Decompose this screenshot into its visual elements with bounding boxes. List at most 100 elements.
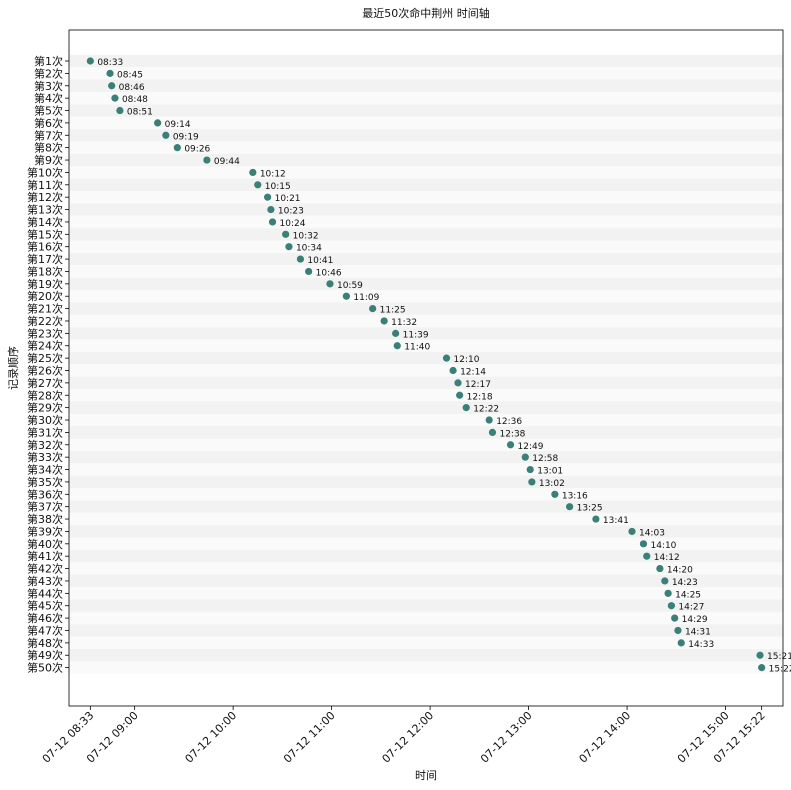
y-tick-label: 第38次 — [27, 512, 63, 526]
row-band — [69, 587, 783, 600]
row-band — [69, 54, 783, 68]
y-tick-label: 第1次 — [34, 54, 63, 68]
data-label: 14:23 — [672, 578, 698, 588]
data-point — [643, 552, 651, 560]
row-band — [69, 537, 783, 551]
row-bands — [69, 54, 783, 674]
data-label: 12:58 — [532, 454, 558, 464]
data-label: 10:12 — [260, 169, 286, 179]
row-band — [69, 413, 783, 427]
y-tick-label: 第27次 — [27, 376, 63, 390]
data-point — [456, 391, 464, 399]
data-point — [551, 490, 559, 498]
y-tick-label: 第42次 — [27, 562, 63, 576]
row-band — [69, 550, 783, 563]
chart-title: 最近50次命中荆州 时间轴 — [362, 6, 490, 20]
row-band — [69, 302, 783, 315]
y-tick-label: 第4次 — [34, 91, 63, 105]
y-tick-label: 第46次 — [27, 611, 63, 625]
data-label: 12:22 — [473, 405, 499, 415]
y-tick-label: 第21次 — [27, 302, 63, 316]
y-tick-label: 第25次 — [27, 351, 63, 365]
row-band — [69, 91, 783, 105]
data-point — [592, 515, 600, 523]
y-tick-label: 第17次 — [27, 252, 63, 266]
data-label: 10:23 — [278, 207, 304, 217]
data-label: 12:18 — [467, 392, 493, 402]
row-band — [69, 129, 783, 142]
x-axis-label: 时间 — [415, 769, 437, 782]
data-label: 12:17 — [465, 380, 491, 390]
data-point — [506, 441, 515, 449]
data-point — [393, 342, 401, 350]
row-band — [69, 401, 783, 414]
data-point — [656, 564, 664, 573]
y-axis-ticks: 第1次第2次第3次第4次第5次第6次第7次第8次第9次第10次第11次第12次第… — [27, 54, 69, 675]
row-band — [69, 450, 783, 464]
row-band — [69, 500, 783, 513]
data-label: 08:33 — [97, 58, 123, 68]
row-band — [69, 67, 783, 80]
data-label: 09:26 — [184, 145, 210, 155]
data-point — [664, 589, 672, 597]
y-tick-label: 第34次 — [27, 463, 63, 477]
data-point — [528, 478, 536, 486]
data-point — [369, 305, 377, 313]
row-band — [69, 488, 783, 501]
data-point — [111, 94, 119, 102]
data-label: 13:02 — [539, 479, 565, 489]
row-band — [69, 203, 783, 216]
y-tick-label: 第37次 — [27, 500, 63, 514]
x-tick-label: 07-12 11:00 — [281, 709, 338, 766]
y-tick-label: 第24次 — [27, 339, 63, 353]
y-tick-label: 第7次 — [34, 128, 63, 142]
row-band — [69, 438, 783, 451]
y-tick-label: 第49次 — [27, 648, 63, 662]
data-label: 10:21 — [275, 194, 301, 204]
y-tick-label: 第3次 — [34, 79, 63, 93]
data-point — [268, 218, 277, 226]
plot-frame — [68, 29, 784, 707]
x-tick-label: 07-12 13:00 — [478, 709, 535, 766]
y-tick-label: 第36次 — [27, 487, 63, 501]
row-band — [69, 166, 783, 179]
data-point — [639, 540, 648, 548]
data-label: 13:01 — [537, 467, 563, 477]
data-label: 14:31 — [685, 627, 711, 637]
y-tick-label: 第13次 — [27, 203, 63, 217]
row-band — [69, 327, 783, 340]
row-band — [69, 426, 783, 439]
row-band — [69, 116, 783, 130]
data-label: 09:44 — [214, 157, 240, 167]
data-point — [296, 255, 305, 263]
data-label: 14:27 — [678, 603, 704, 613]
data-label: 12:14 — [460, 368, 486, 378]
row-band — [69, 314, 783, 328]
data-point — [521, 453, 529, 461]
row-band — [69, 104, 783, 117]
row-band — [69, 265, 783, 278]
row-band — [69, 562, 783, 575]
row-band — [69, 661, 783, 674]
data-label: 14:12 — [654, 553, 680, 563]
row-band — [69, 178, 783, 191]
data-label: 11:25 — [380, 306, 406, 316]
row-band — [69, 240, 783, 253]
y-tick-label: 第29次 — [27, 401, 63, 415]
y-tick-label: 第39次 — [27, 524, 63, 538]
data-point — [285, 243, 293, 251]
data-point — [86, 57, 94, 65]
x-tick-label: 07-12 12:00 — [380, 709, 437, 766]
row-band — [69, 351, 783, 365]
row-band — [69, 339, 783, 352]
data-label: 14:03 — [639, 528, 665, 538]
data-point — [116, 106, 124, 115]
y-tick-label: 第31次 — [27, 425, 63, 439]
y-tick-label: 第33次 — [27, 450, 63, 464]
row-band — [69, 624, 783, 637]
data-label: 11:09 — [353, 293, 379, 303]
row-band — [69, 153, 783, 167]
data-point — [173, 144, 181, 152]
y-tick-label: 第19次 — [27, 277, 63, 291]
